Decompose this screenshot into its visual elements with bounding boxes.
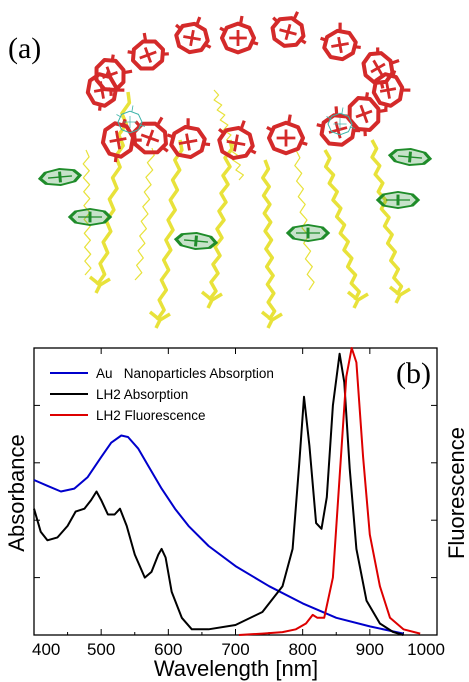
y-axis-title-right: Fluorescence	[444, 427, 469, 559]
carotenoid-chain	[261, 159, 277, 321]
carotenoid-chain	[213, 89, 244, 181]
series-line-0	[33, 434, 404, 635]
bchl-ring-back	[371, 70, 411, 111]
carotenoid-chain	[294, 149, 315, 291]
x-tick-label: 500	[87, 640, 115, 659]
carotenoid-end-group	[260, 310, 283, 329]
bchl-ring-front	[217, 120, 257, 161]
carotenoid-end-group	[388, 285, 411, 304]
bchl-ring-front	[347, 92, 388, 137]
series-line-1	[33, 352, 404, 636]
bchl-ring-back	[361, 47, 400, 89]
x-tick-label: 600	[154, 640, 182, 659]
carotenoid-chain	[155, 139, 184, 322]
series-layer	[33, 347, 421, 636]
bchl-ring-back	[270, 11, 307, 48]
bacteriochlorophyll-ring	[85, 11, 411, 163]
carotenoid-end-group	[88, 275, 111, 294]
legend-label-lh2-fluorescence: LH2 Fluorescence	[96, 408, 206, 423]
y-axis-title-left: Absorbance	[4, 434, 29, 551]
bchl-monomer	[67, 207, 113, 227]
bchl-ring-front	[316, 106, 361, 147]
carotenoid-chain	[370, 139, 404, 296]
bchl-ring-back	[85, 70, 125, 111]
bacteriochlorophyll-monomers	[37, 147, 433, 251]
legend-label-lh2-absorption: LH2 Absorption	[96, 387, 188, 402]
legend: Au Nanoparticles Absorption LH2 Absorpti…	[50, 366, 274, 423]
carotenoid-chain	[134, 147, 155, 281]
x-tick-label: 1000	[407, 640, 445, 659]
plot-frame	[33, 347, 438, 636]
legend-label-au: Au Nanoparticles Absorption	[96, 366, 274, 381]
carotenoid-end-group	[200, 290, 223, 309]
carotenoid-end-group	[148, 310, 171, 329]
x-tick-labels: 400 500 600 700 800 900 1000	[32, 640, 445, 659]
carotenoid-chain	[323, 149, 361, 301]
bchl-monomer	[387, 147, 433, 167]
carotenoid-end-group	[346, 290, 369, 309]
bchl-inner-ring	[116, 105, 146, 134]
x-tick-label: 700	[221, 640, 249, 659]
axis-ticks	[33, 348, 438, 635]
bchl-inner-ring	[326, 107, 356, 136]
bchl-ring-back	[127, 32, 169, 71]
panel-b-label: (b)	[396, 357, 431, 390]
bchl-monomer	[37, 167, 83, 187]
x-tick-label: 800	[288, 640, 316, 659]
bchl-ring-back	[174, 16, 212, 55]
bchl-ring-back	[219, 15, 259, 55]
panel-a-label: (a)	[8, 32, 41, 65]
lh2-structure-figure: (a)	[8, 11, 433, 329]
series-line-2	[238, 347, 421, 636]
carotenoid-chains	[82, 89, 411, 329]
x-tick-label: 400	[32, 640, 60, 659]
bchl-monomer	[173, 231, 219, 251]
bchl-ring-front	[166, 118, 211, 160]
x-tick-label: 900	[356, 640, 384, 659]
x-axis-title: Wavelength [nm]	[154, 656, 318, 681]
carotenoid-chain	[207, 139, 234, 302]
bchl-monomer	[375, 190, 421, 210]
spectra-chart: Au Nanoparticles Absorption LH2 Absorpti…	[4, 347, 469, 681]
bchl-ring-back	[320, 22, 361, 62]
bchl-ring-front	[266, 114, 308, 156]
bchl-monomer	[285, 223, 331, 243]
